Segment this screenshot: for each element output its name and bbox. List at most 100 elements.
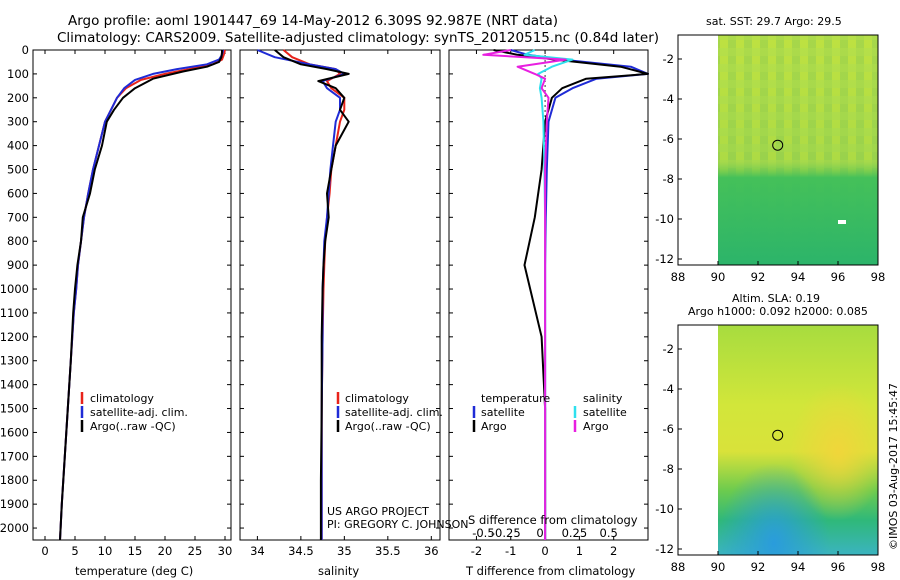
map-x-tick-label: 94 [791, 560, 806, 574]
top-x-tick-label: -0.25 [491, 526, 521, 540]
y-tick-label: 500 [7, 163, 29, 177]
series-line-satellite-adj-clim- [59, 49, 225, 541]
series-line-argo-raw-qc- [274, 49, 350, 540]
y-tick-label: 100 [7, 67, 29, 81]
map-y-tick-label: -8 [663, 462, 674, 476]
x-tick-label: 30 [218, 544, 233, 558]
salinity-panel-frame [239, 49, 441, 541]
top-x-tick-label: 0 [536, 526, 543, 540]
y-tick-label: 1700 [0, 449, 29, 463]
legend-sal-argo-label: Argo [583, 420, 609, 433]
y-tick-label: 0 [22, 43, 29, 57]
map-x-tick-label: 90 [711, 560, 726, 574]
legend-satellite-label: satellite-adj. clim. [90, 406, 188, 419]
map-y-tick-label: -6 [663, 132, 674, 146]
credit-project: US ARGO PROJECT [327, 505, 429, 518]
x-tick-label: 2 [610, 544, 617, 558]
x-tick-label: 0 [41, 544, 48, 558]
y-tick-label: 1000 [0, 282, 29, 296]
y-tick-label: 1300 [0, 354, 29, 368]
imos-timestamp: ©IMOS 03-Aug-2017 15:45:47 [887, 383, 900, 550]
temperature-panel-frame [32, 49, 232, 541]
legend-climatology-label: climatology [90, 392, 154, 405]
sst-map-frame [677, 34, 879, 266]
map-y-tick-label: -8 [663, 172, 674, 186]
map-x-tick-label: 94 [791, 270, 806, 284]
series-line-satellite-adj-clim- [257, 49, 346, 540]
map-y-tick-label: -4 [663, 382, 674, 396]
map-y-tick-label: -12 [655, 252, 674, 266]
y-tick-label: 300 [7, 115, 29, 129]
temperature-axes: 0 5 10 15 20 25 300100200300400500600700800900… [0, 43, 232, 558]
temperature-xlabel: temperature (deg C) [75, 564, 193, 578]
x-tick-label: 36 [424, 544, 439, 558]
map-y-tick-label: -10 [655, 212, 674, 226]
legend-sal-satellite-label: satellite [583, 406, 627, 419]
sst-map-ticks: 88 90 92 94 96 98 -2 -4 -6 -8 -10 -12 [655, 52, 885, 284]
y-tick-label: 1900 [0, 497, 29, 511]
map-x-tick-label: 98 [871, 560, 886, 574]
y-tick-label: 900 [7, 258, 29, 272]
y-tick-label: 1400 [0, 378, 29, 392]
map-y-tick-label: -2 [663, 52, 674, 66]
figure-title-line1: Argo profile: aoml 1901447_69 14-May-201… [68, 13, 558, 29]
map-x-tick-label: 96 [831, 270, 846, 284]
x-tick-label: -2 [471, 544, 482, 558]
y-tick-label: 1500 [0, 402, 29, 416]
sla-map-low [718, 325, 878, 555]
figure-title-line2: Climatology: CARS2009. Satellite-adjuste… [57, 30, 659, 46]
x-tick-label: 0 [541, 544, 548, 558]
difference-top-xlabel: S difference from climatology [468, 513, 638, 527]
series-line-temperature-argo [493, 49, 649, 540]
x-tick-label: 10 [98, 544, 113, 558]
sla-map-ticks: 88 90 92 94 96 98 -2 -4 -6 -8 -10 -12 [655, 342, 885, 574]
y-tick-label: 800 [7, 234, 29, 248]
temperature-legend: climatology satellite-adj. clim. Argo(..… [80, 392, 188, 433]
map-y-tick-label: -10 [655, 502, 674, 516]
map-y-tick-label: -6 [663, 422, 674, 436]
x-tick-label: 25 [188, 544, 203, 558]
map-y-tick-label: -4 [663, 92, 674, 106]
series-line-salinity-argo [482, 49, 567, 540]
temperature-lines [59, 49, 226, 541]
legend-argo-label: Argo(..raw -QC) [90, 420, 176, 433]
sla-map-frame [677, 324, 879, 556]
series-line-argo-raw-qc- [59, 50, 223, 541]
argo-float-marker [772, 429, 784, 441]
x-tick-label: 5 [71, 544, 78, 558]
top-x-tick-label: 0.5 [600, 526, 618, 540]
legend-temp-satellite-label: satellite [481, 406, 525, 419]
legend-temperature-title: temperature [481, 392, 550, 405]
sla-map-title-line2: Argo h1000: 0.092 h2000: 0.085 [688, 305, 868, 318]
y-tick-label: 200 [7, 91, 29, 105]
sla-map [677, 324, 879, 556]
top-x-tick-label: -0.5 [472, 526, 494, 540]
sst-map-title: sat. SST: 29.7 Argo: 29.5 [706, 15, 842, 28]
x-tick-label: 35.5 [375, 544, 401, 558]
legend-climatology-label: climatology [345, 392, 409, 405]
y-tick-label: 400 [7, 139, 29, 153]
sst-map-gradient [718, 35, 878, 265]
difference-panel-frame [448, 49, 649, 541]
x-tick-label: -1 [505, 544, 516, 558]
y-tick-label: 1100 [0, 306, 29, 320]
legend-argo-label: Argo(..raw -QC) [345, 420, 431, 433]
x-tick-label: 20 [158, 544, 173, 558]
sst-map [677, 34, 879, 266]
x-tick-label: 1 [576, 544, 583, 558]
map-x-tick-label: 96 [831, 560, 846, 574]
map-x-tick-label: 92 [751, 560, 766, 574]
y-tick-label: 2000 [0, 521, 29, 535]
argo-float-marker [772, 139, 784, 151]
legend-salinity-title: salinity [583, 392, 623, 405]
x-tick-label: 15 [128, 544, 143, 558]
x-tick-label: 34 [250, 544, 265, 558]
map-x-tick-label: 98 [871, 270, 886, 284]
sst-map-gap [838, 220, 846, 224]
salinity-legend: climatology satellite-adj. clim. Argo(..… [336, 392, 443, 433]
map-y-tick-label: -2 [663, 342, 674, 356]
y-tick-label: 1800 [0, 473, 29, 487]
difference-top-ticks: -0.5-0.25 0 0.25 0.5 [472, 526, 618, 540]
sla-map-title-line1: Altim. SLA: 0.19 [732, 292, 820, 305]
salinity-lines [257, 49, 350, 540]
